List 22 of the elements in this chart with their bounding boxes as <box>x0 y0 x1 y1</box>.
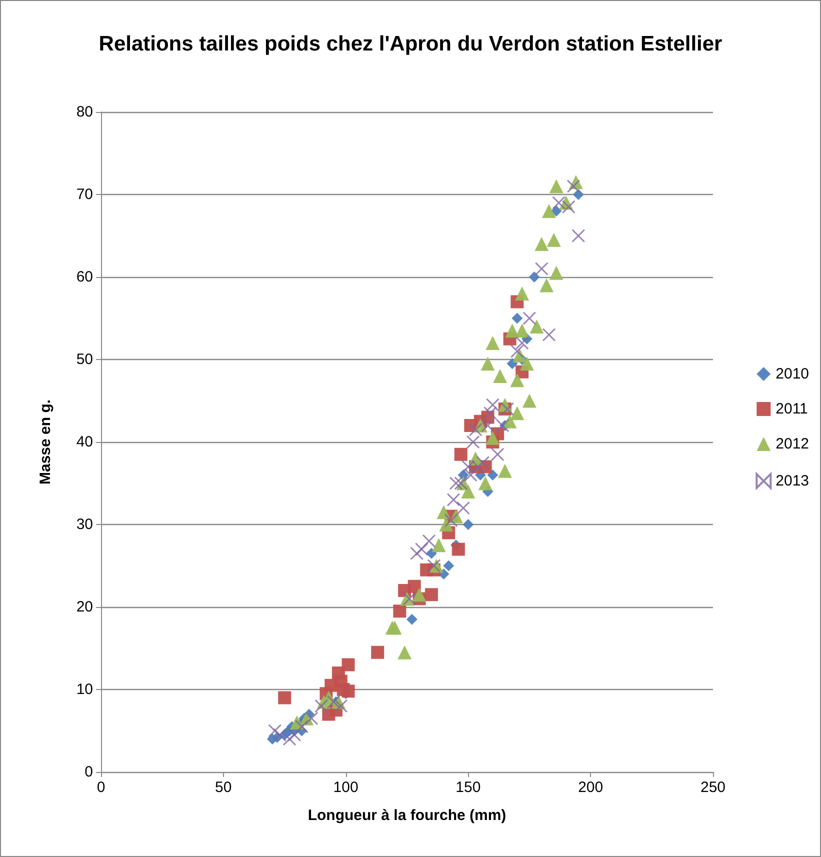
legend-label: 2011 <box>776 400 808 418</box>
y-tick-label: 20 <box>76 598 93 616</box>
y-axis-title: Masse en g. <box>37 399 54 485</box>
y-tick-label: 40 <box>76 434 93 450</box>
legend-label: 2010 <box>776 366 810 382</box>
y-tick-label: 10 <box>76 681 93 698</box>
y-tick-label: 50 <box>76 351 93 368</box>
legend-label: 2012 <box>776 436 810 452</box>
x-tick-label: 200 <box>578 779 604 796</box>
x-tick-label: 0 <box>96 779 106 796</box>
x-tick-label: 250 <box>700 779 726 796</box>
legend-label: 2013 <box>776 472 810 490</box>
y-tick-label: 0 <box>84 764 93 780</box>
x-tick-label: 100 <box>333 779 358 796</box>
y-tick-label: 30 <box>76 516 93 533</box>
chart-title: Relations tailles poids chez l'Apron du Verdon station Estellier <box>98 32 722 56</box>
x-tick-label: 150 <box>456 779 481 796</box>
y-tick-label: 70 <box>76 186 93 203</box>
x-axis-title: Longueur à la fourche (mm) <box>308 807 506 824</box>
x-tick-label: 50 <box>215 779 232 796</box>
y-tick-label: 60 <box>76 268 93 286</box>
y-tick-label: 80 <box>76 104 93 120</box>
